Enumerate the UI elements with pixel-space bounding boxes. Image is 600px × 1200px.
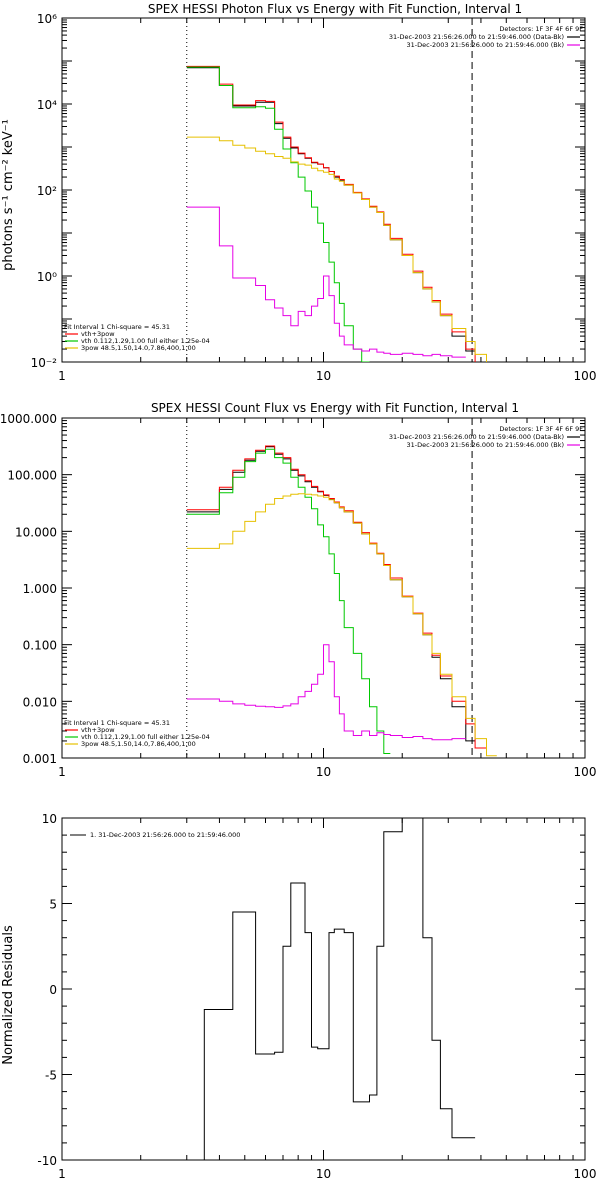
y-tick-label: -10 <box>37 1154 57 1168</box>
x-tick-label: 100 <box>574 369 597 383</box>
fit-legend-text: vth 0.112,1.29,1.00 full either 1.25e-04 <box>81 733 210 741</box>
y-tick-label: 0.001 <box>23 752 57 766</box>
fit-legend-text: Fit Interval 1 Chi-square = 45.31 <box>64 719 170 727</box>
plot-frame <box>61 17 586 363</box>
y-tick-label: 0.100 <box>23 639 57 653</box>
header-text: 31-Dec-2003 21:56:26.000 to 21:59:46.000… <box>389 33 564 41</box>
y-tick-label: 10⁰ <box>37 270 57 284</box>
series-line-vth-3pow <box>186 445 487 749</box>
series-group <box>203 818 476 1160</box>
photon-flux-plot-area: 1 10 100 10⁻² 10⁰ 10² 10⁴ 10⁶ Detectors: 1F 3F 4… <box>31 12 597 383</box>
y-tick-label: 10⁶ <box>37 12 57 26</box>
y-tick-label: 10⁻² <box>31 356 58 370</box>
series-line-data-bk <box>186 446 476 742</box>
x-tick-label: 10 <box>316 369 331 383</box>
residuals-y-axis-label: Normalized Residuals <box>1 925 16 1065</box>
count-flux-title: SPEX HESSI Count Flux vs Energy with Fit… <box>151 401 519 415</box>
y-tick-label: 0 <box>49 983 57 997</box>
y-tick-label: 10.000 <box>15 525 57 539</box>
y-tick-label: -5 <box>45 1069 57 1083</box>
header-text: 31-Dec-2003 21:56:26.000 to 21:59:46.000… <box>407 441 565 449</box>
residuals-plot-area: 1 10 100 -10 -5 0 5 10 1. 31-Dec-2003 21:56:26.0… <box>37 812 597 1181</box>
x-tick-label: 1 <box>58 765 66 779</box>
series-line-data-bk <box>186 67 476 352</box>
header-text: Detectors: 1F 3F 4F 6F 9F <box>499 25 583 33</box>
y-tick-label: 1000.000 <box>0 412 57 426</box>
plot-frame <box>61 417 586 759</box>
series-line-3pow <box>186 136 487 362</box>
x-tick-label: 1 <box>58 369 66 383</box>
series-line-bk <box>186 644 466 741</box>
series-line-vth-3pow <box>186 65 476 362</box>
residual-legend-text: 1. 31-Dec-2003 21:56:26.000 to 21:59:46.… <box>90 831 240 839</box>
fit-legend-text: vth 0.112,1.29,1.00 full either 1.25e-04 <box>81 337 210 345</box>
plot-frame <box>61 817 586 1161</box>
series-line-vth <box>186 448 391 754</box>
x-tick-label: 10 <box>316 765 331 779</box>
photon-flux-y-axis-label: photons s⁻¹ cm⁻² keV⁻¹ <box>1 119 16 271</box>
photon-flux-panel: SPEX HESSI Photon Flux vs Energy with Fi… <box>1 2 597 383</box>
header-text: 31-Dec-2003 21:56:26.000 to 21:59:46.000… <box>407 41 565 49</box>
y-tick-label: 1.000 <box>23 582 57 596</box>
x-tick-label: 10 <box>316 1167 331 1181</box>
x-tick-label: 100 <box>574 765 597 779</box>
series-line-3pow <box>186 493 497 757</box>
series-line-residuals <box>203 818 476 1160</box>
header-text: 31-Dec-2003 21:56:26.000 to 21:59:46.000… <box>389 433 564 441</box>
y-tick-label: 100.000 <box>7 469 57 483</box>
y-tick-label: 10 <box>42 812 57 826</box>
photon-flux-title: SPEX HESSI Photon Flux vs Energy with Fi… <box>148 2 522 16</box>
count-flux-plot-area: 1 10 100 0.001 0.010 0.100 1.000 10.000 100.000 1… <box>0 412 596 779</box>
y-tick-label: 10⁴ <box>37 98 57 112</box>
y-tick-label: 0.010 <box>23 695 57 709</box>
fit-legend-text: vth+3pow <box>81 726 115 734</box>
series-group <box>186 445 497 757</box>
header-text: Detectors: 1F 3F 4F 6F 9F <box>499 425 583 433</box>
series-group <box>186 65 487 362</box>
x-tick-label: 1 <box>58 1167 66 1181</box>
y-tick-label: 10² <box>37 184 57 198</box>
y-tick-label: 5 <box>49 898 57 912</box>
fit-legend-text: Fit Interval 1 Chi-square = 45.31 <box>64 323 170 331</box>
residuals-panel: Normalized Residuals 1 10 100 -10 -5 0 5 10 1. 3… <box>1 812 597 1181</box>
fit-legend-text: 3pow 48.5,1.50,14.0,7.86,400,1.00 <box>81 344 196 352</box>
fit-legend-text: vth+3pow <box>81 330 115 338</box>
series-line-bk <box>186 206 466 358</box>
count-flux-panel: SPEX HESSI Count Flux vs Energy with Fit… <box>0 401 596 779</box>
x-tick-label: 100 <box>574 1167 597 1181</box>
fit-legend-text: 3pow 48.5,1.50,14.0,7.86,400,1.00 <box>81 740 196 748</box>
series-line-vth <box>186 66 370 362</box>
